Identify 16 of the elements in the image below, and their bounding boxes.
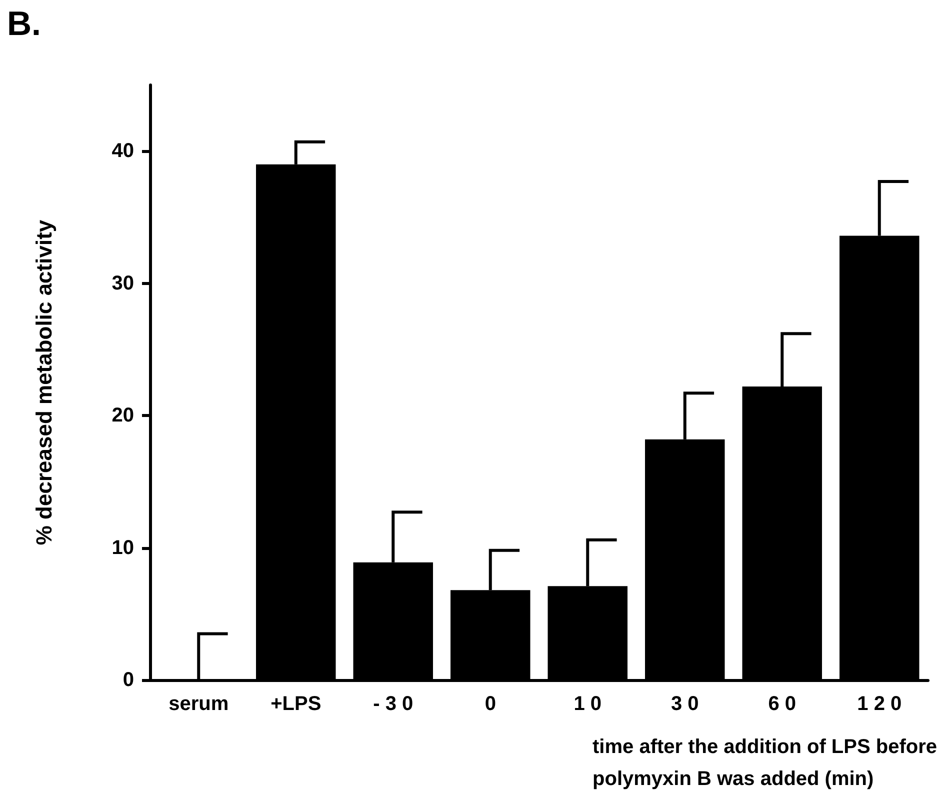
x-tick-label: 1 2 0	[857, 693, 902, 715]
x-tick-label: 0	[484, 693, 496, 715]
x-tick-label: 3 0	[670, 693, 699, 715]
x-tick-label: serum	[168, 693, 229, 715]
y-tick-label: 30	[112, 272, 134, 294]
y-axis-title: % decreased metabolic activity	[32, 219, 56, 546]
chart-title: B.	[7, 5, 41, 43]
y-tick-label: 10	[112, 536, 134, 559]
y-tick-label: 40	[112, 140, 134, 162]
x-tick-label: +LPS	[270, 693, 322, 715]
x-axis-title: time after the addition of LPS before polymyxin B was added (min)	[592, 736, 938, 790]
x-tick-label: 1 0	[574, 693, 602, 715]
y-tick-label: 0	[122, 669, 134, 691]
y-tick-label: 20	[112, 404, 134, 427]
x-tick-label: - 3 0	[373, 693, 414, 715]
x-tick-label: 6 0	[768, 693, 796, 715]
